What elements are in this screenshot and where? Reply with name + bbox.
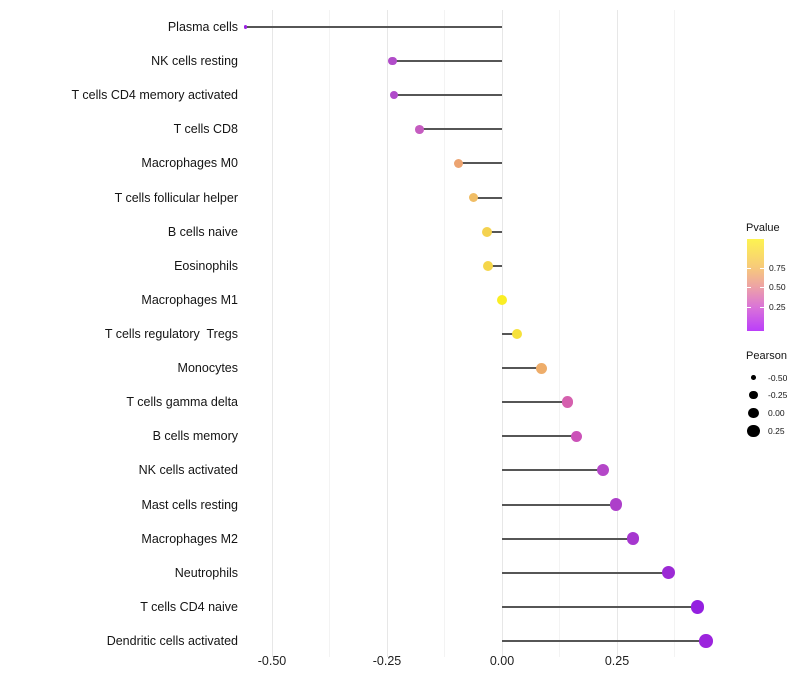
data-point [483, 260, 494, 271]
y-axis-label: Macrophages M2 [141, 531, 238, 546]
lollipop-stem [502, 639, 706, 642]
lollipop-stem [393, 94, 502, 97]
lollipop-stem [502, 537, 634, 540]
data-point [243, 25, 248, 29]
colorbar-tick-label: 0.25 [769, 301, 786, 312]
y-axis-label: T cells CD4 memory activated [71, 88, 239, 103]
lollipop-stem [502, 435, 577, 438]
y-axis-label: T cells gamma delta [126, 395, 238, 410]
y-axis-label: B cells naive [167, 224, 238, 239]
pvalue-legend-title: Pvalue [746, 222, 780, 234]
data-point [511, 328, 523, 340]
data-point [690, 600, 705, 614]
colorbar-tick [760, 306, 764, 308]
y-axis-label: Plasma cells [167, 20, 238, 34]
lollipop-stem [473, 196, 502, 199]
size-legend-label: 0.25 [768, 425, 785, 436]
y-axis-label: Macrophages M0 [141, 156, 238, 171]
gridline-major [616, 10, 618, 657]
size-legend-label: 0.00 [768, 408, 785, 419]
lollipop-stem [392, 60, 502, 63]
y-axis-label: Eosinophils [174, 258, 238, 273]
data-point [389, 91, 398, 100]
y-axis-label: Macrophages M1 [141, 292, 238, 307]
gridline-minor [559, 10, 560, 657]
data-point [536, 362, 548, 374]
lollipop-stem [419, 128, 502, 131]
colorbar-tick [760, 287, 764, 289]
data-point [609, 498, 622, 511]
x-axis-label: 0.00 [489, 654, 515, 668]
lollipop-stem [458, 162, 502, 165]
lollipop-stem [502, 332, 518, 335]
lollipop-stem [502, 367, 542, 370]
lollipop-stem [502, 469, 604, 472]
colorbar-tick [747, 306, 751, 308]
lollipop-stem [502, 605, 698, 608]
size-legend-dot [749, 391, 758, 400]
lollipop-stem [488, 264, 502, 267]
lollipop-stem [502, 401, 568, 404]
y-axis-label: Mast cells resting [141, 497, 238, 512]
pearson-legend-title: Pearson [746, 350, 787, 362]
colorbar-tick-label: 0.75 [769, 262, 786, 273]
lollipop-stem [486, 230, 502, 233]
gridline-major [386, 10, 388, 657]
pvalue-colorbar [747, 239, 764, 331]
x-axis-label: 0.25 [604, 654, 630, 668]
gridline-minor [444, 10, 445, 657]
gridline-minor [674, 10, 675, 657]
data-point [570, 430, 583, 443]
y-axis-label: B cells memory [152, 429, 238, 444]
data-point [597, 464, 610, 477]
lollipop-stem [502, 503, 616, 506]
data-point [453, 158, 464, 169]
y-axis-label: T cells regulatory Tregs [104, 326, 238, 341]
size-legend-dot [748, 407, 759, 419]
y-axis-label: T cells CD4 naive [140, 599, 238, 614]
size-legend-label: -0.25 [768, 390, 788, 401]
y-axis-label: Dendritic cells activated [106, 633, 238, 648]
colorbar-tick [747, 287, 751, 289]
data-point [662, 566, 676, 580]
data-point [468, 192, 479, 203]
lollipop-stem [245, 26, 502, 28]
data-point [388, 57, 397, 66]
data-point [626, 532, 640, 545]
colorbar-tick [760, 267, 764, 269]
colorbar-tick-label: 0.50 [769, 282, 786, 293]
y-axis-label: T cells follicular helper [114, 190, 238, 205]
x-axis-label: -0.25 [372, 654, 402, 668]
data-point [496, 294, 508, 306]
lollipop-stem [502, 571, 669, 574]
size-legend-label: -0.50 [768, 372, 788, 383]
y-axis-label: NK cells activated [138, 463, 238, 478]
y-axis-label: Monocytes [177, 361, 238, 376]
y-axis-label: Neutrophils [174, 565, 238, 580]
size-legend-dot [747, 424, 760, 438]
size-legend-dot [751, 375, 756, 380]
gridline-minor [329, 10, 330, 657]
data-point [481, 226, 492, 237]
x-axis-label: -0.50 [257, 654, 287, 668]
y-axis-label: NK cells resting [151, 54, 238, 69]
y-axis-label: T cells CD8 [173, 122, 238, 137]
data-point [699, 634, 713, 648]
data-point [414, 124, 424, 134]
gridline-major [271, 10, 273, 657]
colorbar-tick [747, 267, 751, 269]
data-point [562, 396, 574, 408]
